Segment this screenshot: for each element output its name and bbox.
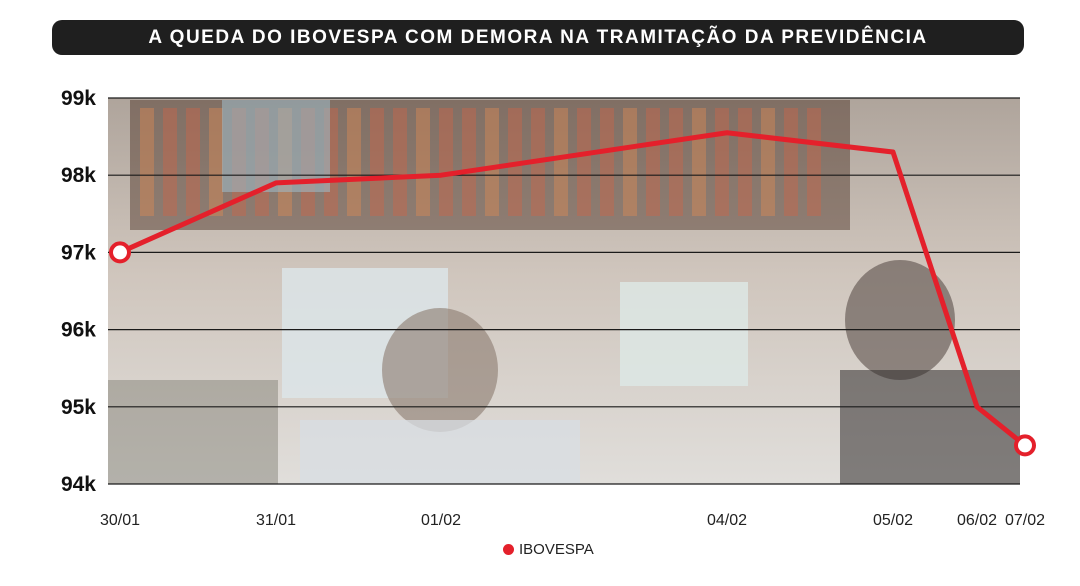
ticker-column	[784, 108, 798, 216]
y-tick-label: 98k	[61, 164, 96, 187]
ticker-column	[439, 108, 453, 216]
data-point-marker	[1014, 434, 1036, 457]
ticker-column	[347, 108, 361, 216]
legend-label: IBOVESPA	[519, 541, 594, 558]
x-tick-label: 05/02	[873, 512, 913, 529]
ticker-column	[485, 108, 499, 216]
y-tick-label: 96k	[61, 319, 96, 342]
ticker-column	[370, 108, 384, 216]
trader-shirt	[300, 420, 580, 484]
ticker-column	[623, 108, 637, 216]
series-ibovespa	[109, 130, 1036, 457]
ticker-column	[646, 108, 660, 216]
ticker-column	[715, 108, 729, 216]
monitor-screen	[620, 282, 748, 386]
x-tick-label: 01/02	[421, 512, 461, 529]
x-tick-label: 30/01	[100, 512, 140, 529]
y-tick-label: 99k	[61, 87, 96, 110]
ticker-column	[692, 108, 706, 216]
x-tick-label: 06/02	[957, 512, 997, 529]
background-photo	[108, 98, 1020, 484]
x-tick-label: 04/02	[707, 512, 747, 529]
ticker-column	[600, 108, 614, 216]
ticker-column	[416, 108, 430, 216]
ticker-column	[186, 108, 200, 216]
y-tick-label: 97k	[61, 241, 96, 264]
y-axis-ticks: 99k 98k 97k 96k 95k 94k	[61, 87, 96, 496]
monitor-screen	[222, 100, 330, 192]
ticker-column	[163, 108, 177, 216]
gridlines	[108, 97, 1020, 485]
ticker-column	[738, 108, 752, 216]
trader-head	[845, 260, 955, 380]
ticker-column	[393, 108, 407, 216]
desk	[108, 380, 278, 484]
ticker-column	[554, 108, 568, 216]
x-tick-label: 07/02	[1005, 512, 1045, 529]
trader-head	[382, 308, 498, 432]
x-tick-label: 31/01	[256, 512, 296, 529]
y-tick-label: 94k	[61, 473, 96, 496]
ticker-column	[577, 108, 591, 216]
ticker-column	[761, 108, 775, 216]
ticker-column	[462, 108, 476, 216]
ticker-column	[807, 108, 821, 216]
legend: IBOVESPA	[503, 541, 594, 558]
trader-suit	[840, 370, 1020, 484]
data-point-marker	[109, 241, 131, 264]
ticker-column	[140, 108, 154, 216]
y-tick-label: 95k	[61, 396, 96, 419]
x-axis-ticks: 30/01 31/01 01/02 04/02 05/02 06/02 07/02	[100, 512, 1045, 529]
series-line-ibovespa	[117, 130, 1028, 448]
legend-marker-icon	[503, 544, 514, 555]
ticker-column	[669, 108, 683, 216]
chart-title: A QUEDA DO IBOVESPA COM DEMORA NA TRAMIT…	[148, 26, 928, 48]
ticker-column	[209, 108, 223, 216]
title-bar: A QUEDA DO IBOVESPA COM DEMORA NA TRAMIT…	[52, 20, 1024, 55]
